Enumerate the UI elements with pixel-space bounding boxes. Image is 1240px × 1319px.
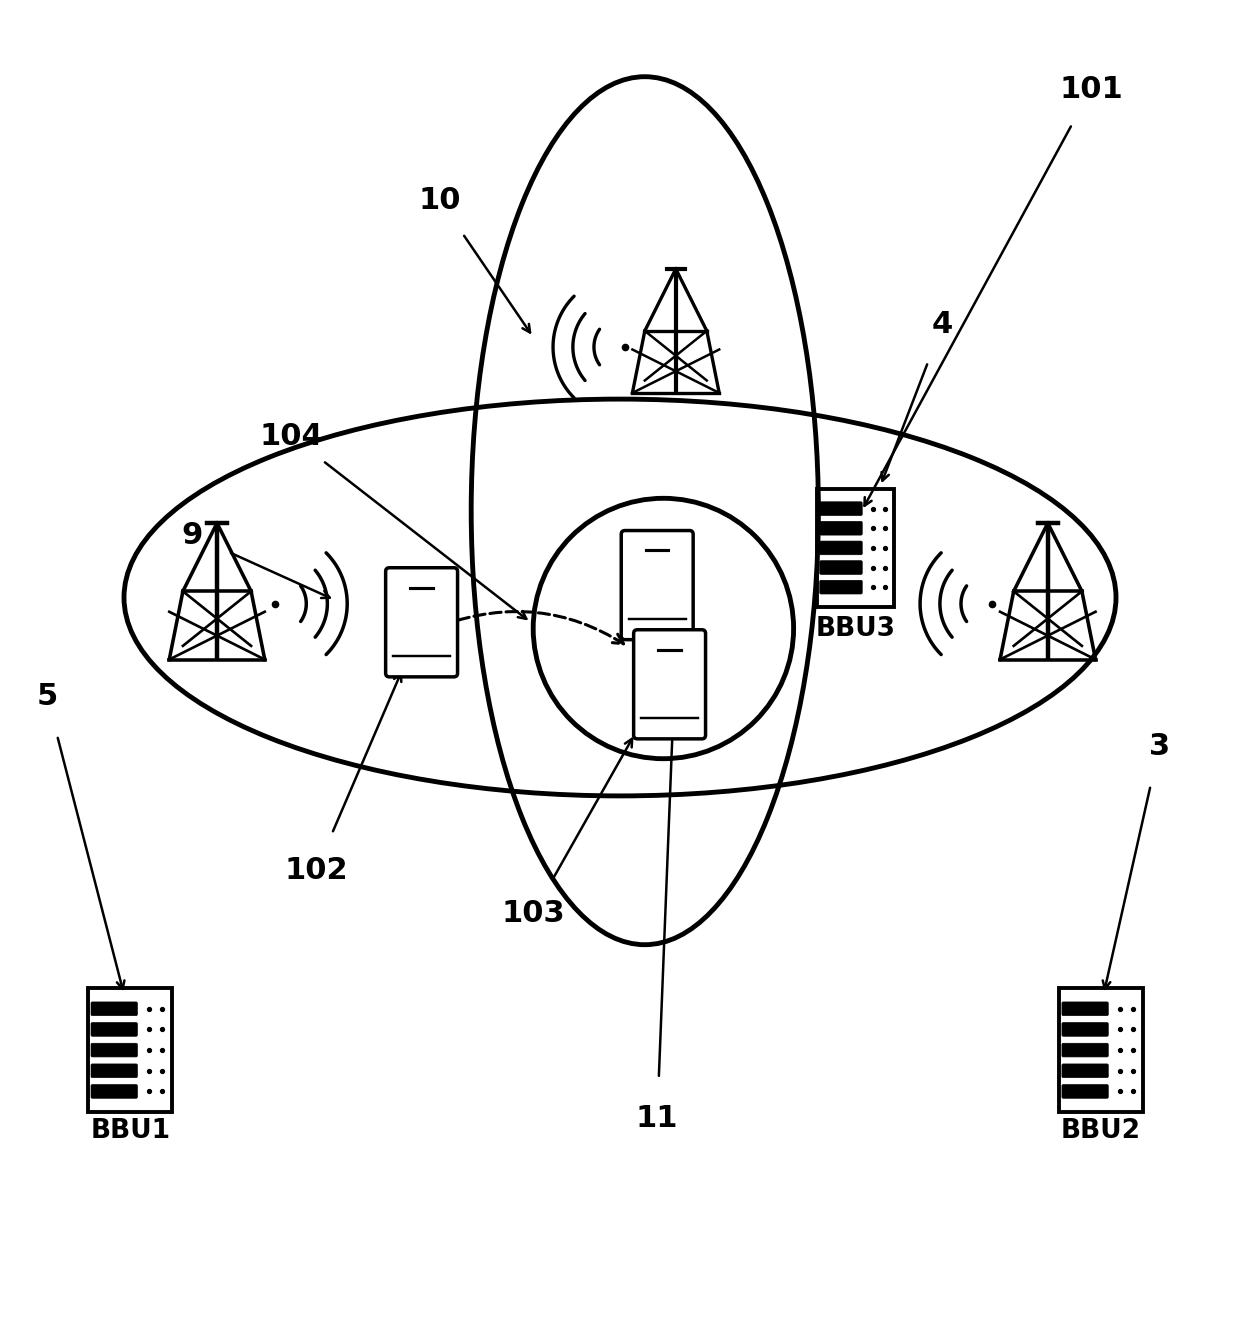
Text: 4: 4 <box>931 310 954 339</box>
FancyBboxPatch shape <box>91 1002 138 1016</box>
FancyBboxPatch shape <box>1061 1022 1109 1037</box>
FancyBboxPatch shape <box>91 1043 138 1057</box>
FancyBboxPatch shape <box>91 1064 138 1078</box>
Text: 5: 5 <box>36 682 58 711</box>
FancyBboxPatch shape <box>820 580 862 594</box>
Bar <box>88 988 172 1112</box>
Text: 11: 11 <box>636 1104 678 1133</box>
FancyBboxPatch shape <box>1061 1084 1109 1099</box>
Text: 103: 103 <box>501 900 565 929</box>
Text: 101: 101 <box>1059 75 1123 104</box>
Text: 104: 104 <box>259 422 324 451</box>
Text: BBU2: BBU2 <box>1061 1119 1141 1145</box>
FancyBboxPatch shape <box>621 530 693 640</box>
Text: 3: 3 <box>1148 732 1171 761</box>
FancyBboxPatch shape <box>1061 1064 1109 1078</box>
FancyBboxPatch shape <box>1061 1043 1109 1057</box>
FancyBboxPatch shape <box>820 541 862 555</box>
Text: 10: 10 <box>419 186 461 215</box>
Text: BBU1: BBU1 <box>91 1119 170 1145</box>
FancyBboxPatch shape <box>91 1022 138 1037</box>
FancyBboxPatch shape <box>1061 1002 1109 1016</box>
FancyBboxPatch shape <box>386 567 458 677</box>
Text: 9: 9 <box>181 521 203 550</box>
Bar <box>817 489 894 607</box>
Text: 102: 102 <box>284 856 348 885</box>
FancyBboxPatch shape <box>820 561 862 574</box>
FancyBboxPatch shape <box>91 1084 138 1099</box>
FancyBboxPatch shape <box>634 629 706 739</box>
Bar <box>1059 988 1143 1112</box>
Text: BBU3: BBU3 <box>816 616 895 642</box>
FancyBboxPatch shape <box>820 521 862 536</box>
FancyBboxPatch shape <box>820 501 862 516</box>
